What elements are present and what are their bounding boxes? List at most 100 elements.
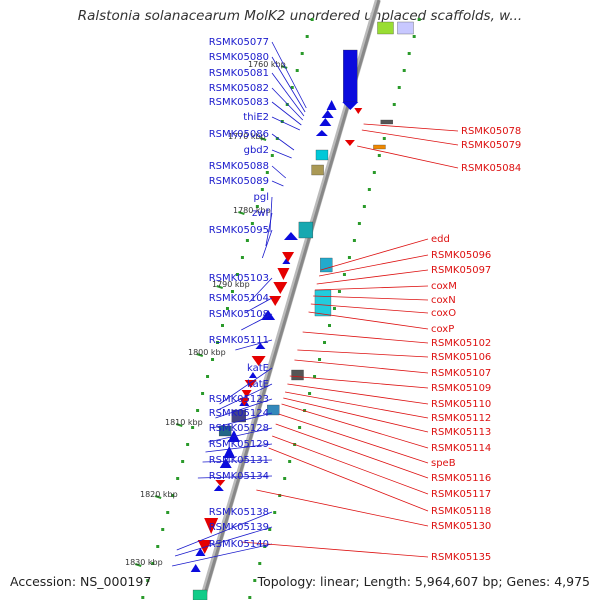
track-dot	[268, 528, 272, 531]
forward-gene-arrow	[321, 110, 334, 118]
track-dot	[181, 460, 185, 463]
right-gene-label: RSMK05112	[431, 413, 491, 424]
left-gene-label: RSMK05138	[209, 507, 269, 518]
track-dot	[298, 426, 302, 429]
track-dot	[310, 18, 314, 21]
left-leader-line	[197, 475, 273, 479]
track-dot	[332, 307, 336, 310]
left-gene-label: RSMK05128	[209, 423, 269, 434]
track-dot	[285, 103, 289, 106]
forward-gene-block	[343, 49, 358, 103]
right-leader-line	[275, 423, 429, 479]
reverse-gene-arrow	[273, 282, 288, 294]
left-gene-label: katE	[247, 363, 269, 374]
track-dot	[216, 341, 220, 344]
track-dot	[166, 511, 170, 514]
track-dot	[323, 341, 327, 344]
scale-label: 1780 kbp	[233, 206, 271, 215]
right-gene-label: RSMK05110	[431, 399, 491, 410]
left-leader-line	[271, 87, 304, 121]
track-dot	[308, 392, 312, 395]
track-dot	[211, 358, 215, 361]
track-dot	[186, 443, 190, 446]
reverse-gene-arrow	[277, 268, 290, 280]
right-gene-label: coxM	[431, 281, 457, 292]
scale-tick	[216, 285, 224, 289]
track-dot	[141, 596, 145, 599]
left-gene-label: RSMK05080	[209, 52, 269, 63]
forward-gene-arrow	[223, 446, 236, 458]
left-leader-line	[271, 72, 305, 117]
track-dot	[377, 154, 381, 157]
right-gene-label: speB	[431, 458, 456, 469]
gene-labels: RSMK05077 RSMK05080 RSMK05081 RSMK05082 RSMK…	[209, 37, 522, 563]
scale-tick	[196, 353, 204, 357]
track-dot	[295, 69, 299, 72]
left-gene-label: RSMK05083	[209, 97, 269, 108]
right-leader-line	[297, 349, 429, 358]
left-leader-line	[205, 443, 273, 453]
left-gene-label: RSMK05077	[209, 37, 269, 48]
scale-label: 1760 kbp	[248, 60, 286, 69]
track-dot	[171, 494, 175, 497]
track-dot	[347, 256, 351, 259]
track-dot	[407, 52, 411, 55]
forward-gene-arrow	[315, 130, 328, 136]
track-dot	[327, 324, 331, 327]
right-gene-label: RSMK05084	[461, 163, 521, 174]
track-dot	[156, 545, 160, 548]
scale-tick	[134, 563, 142, 567]
reverse-gene-arrow	[251, 356, 266, 366]
track-dot	[337, 290, 341, 293]
right-gene-label: RSMK05107	[431, 368, 491, 379]
feature-block	[291, 369, 304, 381]
track-dot	[161, 528, 165, 531]
track-dot	[392, 103, 396, 106]
left-leader-line	[172, 543, 273, 567]
track-dot	[258, 562, 262, 565]
track-dot	[220, 324, 224, 327]
left-leader-line	[246, 297, 273, 313]
right-leader-line	[241, 541, 429, 558]
right-leader-line	[316, 269, 429, 285]
left-leader-line	[265, 212, 273, 247]
right-leader-line	[363, 123, 459, 132]
left-gene-label: RSMK05111	[209, 335, 269, 346]
left-gene-label: RSMK05082	[209, 83, 269, 94]
left-leader-line	[235, 339, 273, 351]
right-leader-line	[318, 254, 429, 277]
scale-label: 1830 kbp	[125, 558, 163, 567]
track-dot	[288, 460, 292, 463]
right-leader-line	[268, 447, 429, 512]
right-gene-label: RSMK05113	[431, 427, 491, 438]
map-title: Ralstonia solanacearum MolK2 unordered u…	[77, 8, 523, 24]
accession-text: Accession: NS_000197	[10, 574, 152, 589]
right-gene-label: RSMK05118	[431, 506, 491, 517]
right-leader-line	[272, 435, 429, 495]
track-dot	[151, 562, 155, 565]
forward-gene-arrow	[319, 118, 332, 126]
left-gene-label: RSMK05089	[209, 176, 269, 187]
left-gene-label: RSMK05088	[209, 161, 269, 172]
left-gene-label: RSMK05103	[209, 273, 269, 284]
right-leader-line	[302, 331, 429, 344]
right-leader-line	[256, 489, 429, 527]
left-leader-line	[212, 412, 273, 429]
left-leader-line	[271, 133, 295, 151]
track-dot	[313, 375, 317, 378]
left-gene-label: zwf	[252, 208, 269, 219]
reverse-gene-arrow	[239, 398, 250, 406]
forward-gene-arrow	[248, 372, 257, 378]
right-gene-label: RSMK05109	[431, 383, 491, 394]
feature-block	[315, 149, 329, 161]
track-dot	[318, 358, 322, 361]
left-gene-label: RSMK05104	[209, 293, 269, 304]
left-gene-label: pgl	[254, 192, 269, 203]
left-gene-label: katE	[247, 379, 269, 390]
right-gene-label: RSMK05106	[431, 352, 491, 363]
feature-block	[267, 404, 280, 416]
track-dot	[300, 52, 304, 55]
track-dot	[362, 205, 366, 208]
right-gene-label: edd	[431, 234, 450, 245]
